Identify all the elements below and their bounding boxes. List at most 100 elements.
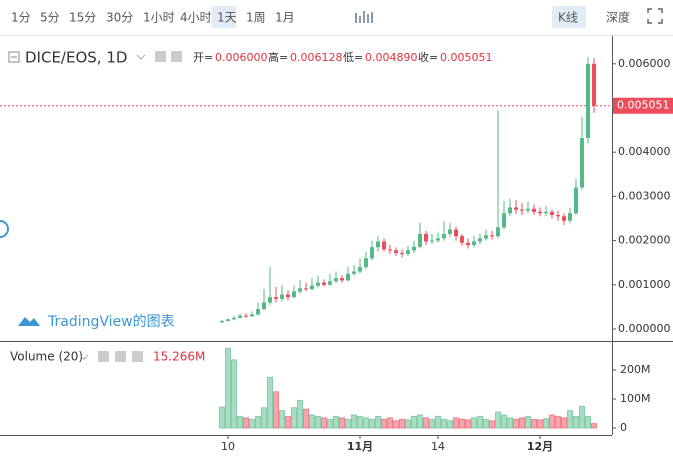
volume-bar (435, 415, 441, 429)
candle-body (286, 294, 290, 298)
volume-bar (441, 418, 447, 429)
interval-button[interactable]: 30分 (106, 11, 133, 25)
volume-bar (357, 415, 363, 429)
candle-body (388, 249, 392, 251)
view-button[interactable]: 深度 (606, 10, 630, 25)
volume-dropdown[interactable] (79, 354, 89, 360)
ohlc-value: 0.005051 (440, 51, 493, 64)
ohlc-value: 0.006000 (215, 51, 268, 64)
volume-y-tick-label: 100M (620, 392, 651, 405)
interval-button[interactable]: 5分 (40, 11, 60, 25)
candle-body (466, 242, 470, 246)
volume-bar (411, 415, 417, 429)
volume-close-icon[interactable] (132, 351, 143, 362)
ohlc-label: 高= (268, 50, 288, 64)
volume-settings-icon[interactable] (115, 351, 126, 362)
interval-button[interactable]: 1小时 (143, 11, 175, 25)
candle-body (538, 211, 542, 214)
candle-body (364, 258, 368, 268)
candle-body (562, 216, 566, 221)
candle-body (592, 63, 596, 106)
candle-body (526, 208, 530, 211)
candle-body (484, 235, 488, 239)
candle-body (460, 236, 464, 243)
candle-body (520, 209, 524, 211)
candle-body (556, 214, 560, 217)
candle-body (412, 246, 416, 251)
interval-button[interactable]: 1分 (11, 11, 31, 25)
candle-body (586, 63, 590, 139)
candle-body (574, 187, 578, 214)
volume-bar (363, 417, 369, 429)
interval-button[interactable]: 15分 (69, 11, 96, 25)
y-tick-label: 0.004000 (618, 145, 671, 158)
candle-body (424, 233, 428, 242)
symbol-dropdown[interactable] (136, 54, 146, 60)
candle-body (334, 278, 338, 282)
candle-body (580, 138, 584, 188)
volume-bar (387, 417, 393, 429)
toolbar: 1分 5分 15分 30分 1小时 4小时 1天 1周 1月 K线 深度 (11, 6, 630, 28)
volume-bar (231, 359, 237, 429)
candle-body (430, 240, 434, 242)
candle-body (454, 229, 458, 237)
y-tick-label: 0.002000 (618, 234, 671, 247)
interval-button[interactable]: 4小时 (180, 11, 212, 25)
volume-y-tick-label: 200M (620, 363, 651, 376)
volume-bar (249, 418, 255, 429)
volume-bar (399, 418, 405, 429)
candle-body (490, 235, 494, 237)
candle-body (550, 211, 554, 215)
volume-bar (453, 417, 459, 429)
volume-bar (579, 405, 585, 429)
candle-body (406, 250, 410, 254)
volume-bar (309, 414, 315, 429)
volume-label: Volume (20) (10, 350, 83, 364)
volume-bar (429, 418, 435, 429)
candle-body (274, 297, 278, 299)
fullscreen-icon[interactable] (647, 8, 663, 24)
y-tick-label: 0.003000 (618, 189, 671, 202)
volume-bar (537, 419, 543, 429)
candle-body (340, 278, 344, 281)
candle-body (226, 319, 230, 322)
volume-y-tick-label: 0 (620, 421, 627, 434)
candle-body (436, 238, 440, 241)
indicator-icon[interactable] (355, 11, 373, 23)
volume-bar (279, 410, 285, 429)
candle-body (472, 241, 476, 246)
volume-bar (243, 417, 249, 429)
volume-bar (507, 417, 513, 429)
candle-body (232, 317, 236, 320)
view-button[interactable]: K线 (558, 11, 578, 25)
candle-body (514, 207, 518, 210)
volume-bar (219, 406, 225, 429)
candle-body (346, 273, 350, 281)
interval-button[interactable]: 1天 (217, 11, 237, 25)
candle-body (370, 247, 374, 259)
x-tick-label: 11月 (347, 440, 373, 453)
volume-bar (375, 415, 381, 429)
collapse-icon[interactable] (8, 51, 20, 63)
x-tick-label: 14 (431, 440, 445, 453)
eye-icon[interactable] (155, 51, 166, 62)
candle-body (292, 291, 296, 298)
candle-body (328, 281, 332, 285)
candle-body (496, 227, 500, 237)
last-price-bg (613, 97, 673, 114)
candle-body (532, 208, 536, 212)
ohlc-label: 低= (343, 51, 363, 64)
volume-eye-icon[interactable] (98, 351, 109, 362)
settings-icon[interactable] (171, 51, 182, 62)
interval-button[interactable]: 1月 (275, 11, 295, 25)
y-tick-label: 0.006000 (618, 57, 671, 70)
candle-body (262, 302, 266, 310)
volume-bar (531, 418, 537, 429)
side-handle[interactable] (0, 220, 9, 238)
volume-bar (327, 418, 333, 429)
volume-bar (255, 415, 261, 429)
symbol: DICE/EOS, 1D (25, 49, 127, 67)
candle-body (310, 285, 314, 290)
volume-bar (303, 408, 309, 429)
interval-button[interactable]: 1周 (246, 11, 266, 25)
